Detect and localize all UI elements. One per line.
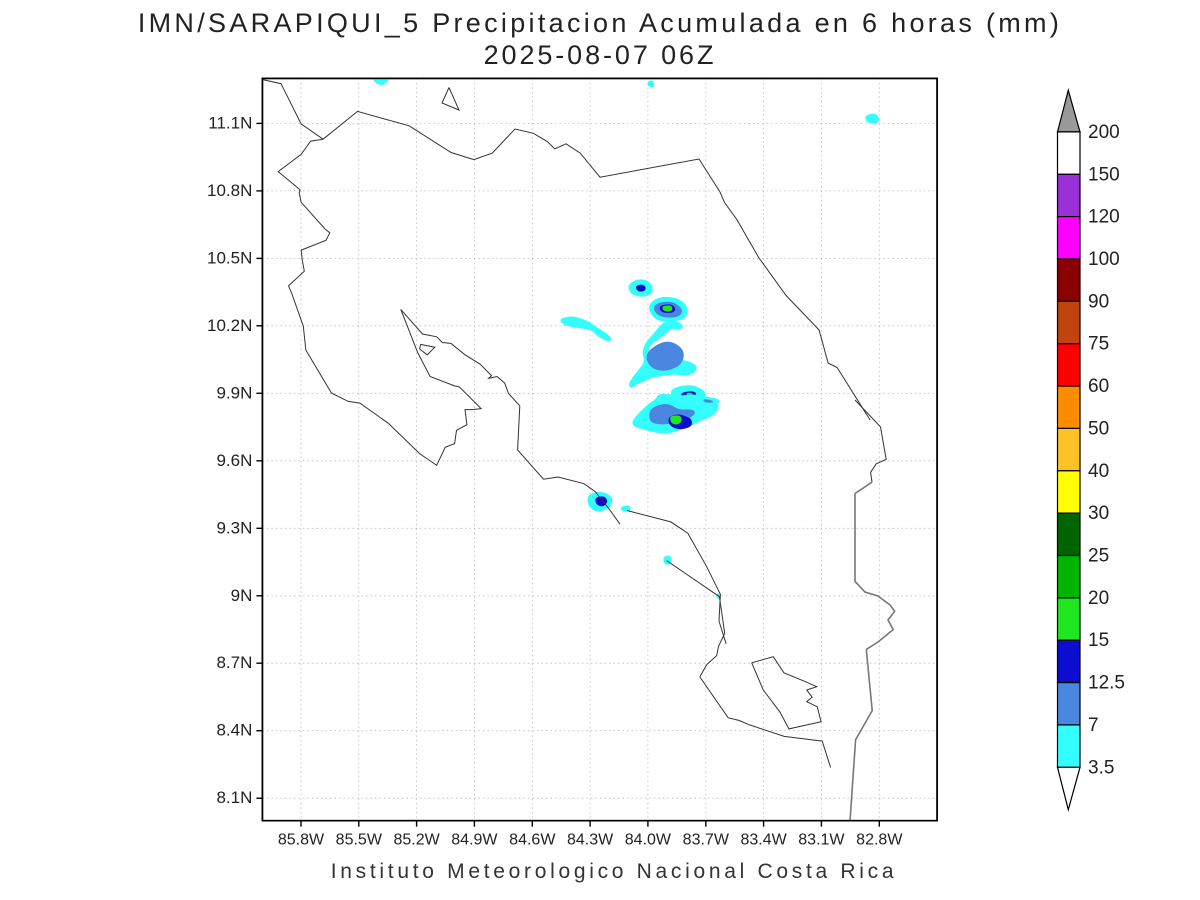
svg-text:84.9W: 84.9W (451, 832, 498, 849)
svg-text:40: 40 (1088, 461, 1109, 482)
svg-text:120: 120 (1088, 207, 1120, 228)
svg-text:200: 200 (1088, 122, 1120, 143)
svg-text:9.6N: 9.6N (216, 451, 252, 470)
svg-text:83.7W: 83.7W (683, 832, 730, 849)
svg-text:9.3N: 9.3N (216, 518, 252, 537)
svg-text:100: 100 (1088, 249, 1120, 270)
svg-text:75: 75 (1088, 334, 1109, 355)
svg-text:30: 30 (1088, 503, 1109, 524)
svg-text:10.2N: 10.2N (207, 316, 252, 335)
svg-text:9N: 9N (231, 586, 253, 605)
svg-text:20: 20 (1088, 588, 1109, 609)
svg-text:8.1N: 8.1N (216, 788, 252, 807)
svg-text:83.4W: 83.4W (740, 832, 787, 849)
svg-text:3.5: 3.5 (1088, 757, 1114, 778)
svg-text:10.8N: 10.8N (207, 181, 252, 200)
svg-text:60: 60 (1088, 376, 1109, 397)
svg-text:85.2W: 85.2W (393, 832, 440, 849)
svg-text:83.1W: 83.1W (798, 832, 845, 849)
svg-text:10.5N: 10.5N (207, 248, 252, 267)
svg-text:85.8W: 85.8W (278, 832, 325, 849)
svg-text:12.5: 12.5 (1088, 673, 1125, 694)
svg-text:82.8W: 82.8W (856, 832, 903, 849)
svg-text:9.9N: 9.9N (216, 383, 252, 402)
svg-text:7: 7 (1088, 715, 1099, 736)
svg-text:84.6W: 84.6W (509, 832, 556, 849)
svg-text:50: 50 (1088, 418, 1109, 439)
svg-text:25: 25 (1088, 546, 1109, 567)
svg-text:90: 90 (1088, 291, 1109, 312)
svg-text:8.4N: 8.4N (216, 721, 252, 740)
svg-text:8.7N: 8.7N (216, 653, 252, 672)
svg-text:85.5W: 85.5W (336, 832, 383, 849)
svg-text:11.1N: 11.1N (208, 113, 252, 132)
svg-text:150: 150 (1088, 164, 1120, 185)
svg-text:15: 15 (1088, 630, 1109, 651)
svg-text:84.3W: 84.3W (567, 832, 614, 849)
svg-text:84.0W: 84.0W (625, 832, 672, 849)
